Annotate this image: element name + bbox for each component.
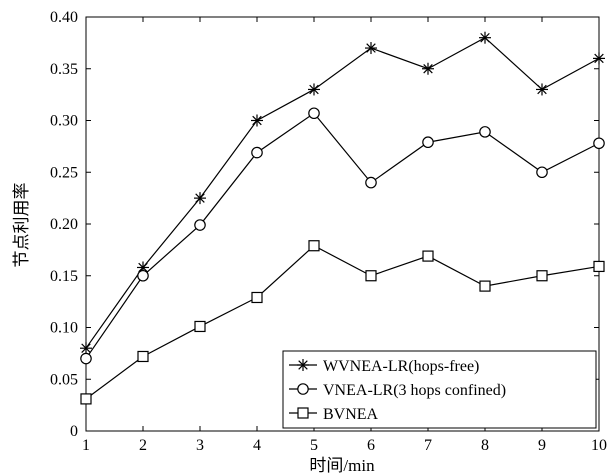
square-marker xyxy=(593,260,605,273)
square-marker xyxy=(479,280,491,292)
y-axis-label: 节点利用率 xyxy=(12,183,31,268)
square-marker xyxy=(536,270,548,282)
circle-marker xyxy=(422,136,434,149)
asterisk-marker xyxy=(593,52,605,65)
circle-marker xyxy=(308,107,320,120)
circle-marker xyxy=(479,126,491,138)
series-circle xyxy=(80,107,605,365)
circle-marker xyxy=(194,219,206,231)
x-tick-label: 2 xyxy=(139,437,147,454)
x-axis-label: 时间/min xyxy=(309,456,375,475)
y-tick-label: 0 xyxy=(70,423,78,440)
series-line xyxy=(85,245,600,400)
legend-label: VNEA-LR(3 hops confined) xyxy=(323,382,506,399)
circle-marker xyxy=(593,137,605,150)
x-tick-label: 8 xyxy=(481,437,489,454)
y-tick-label: 0.30 xyxy=(50,113,78,130)
y-tick-label: 0.20 xyxy=(50,216,78,233)
y-tick-label: 0.05 xyxy=(50,371,78,388)
circle-marker xyxy=(297,383,309,395)
circle-marker xyxy=(365,176,377,189)
square-marker xyxy=(194,320,206,333)
y-tick-label: 0.10 xyxy=(50,320,78,337)
legend-item: VNEA-LR(3 hops confined) xyxy=(289,382,506,399)
square-marker xyxy=(422,250,434,262)
series-group xyxy=(80,31,605,405)
square-marker xyxy=(251,291,263,304)
x-tick-label: 7 xyxy=(424,437,432,454)
axes-group: 0 0.05 0.10 0.15 0.20 0.25 0.30 0.35 0.40 1 2 3 4 5 6 7… xyxy=(50,9,607,454)
asterisk-marker xyxy=(194,192,206,205)
square-marker xyxy=(80,393,92,405)
asterisk-marker xyxy=(297,359,309,371)
x-tick-label: 5 xyxy=(310,437,318,454)
legend-label: BVNEA xyxy=(323,406,379,423)
asterisk-marker xyxy=(308,83,320,96)
legend-label: WVNEA-LR(hops-free) xyxy=(323,358,479,375)
asterisk-marker xyxy=(80,342,92,355)
y-tick-label: 0.15 xyxy=(50,268,78,285)
legend: WVNEA-LR(hops-free) VNEA-LR(3 hops confin… xyxy=(282,350,597,429)
legend-box xyxy=(282,350,597,429)
y-tick-label: 0.40 xyxy=(50,9,78,26)
x-tick-label: 9 xyxy=(538,437,546,454)
legend-item: WVNEA-LR(hops-free) xyxy=(289,358,479,375)
series-asterisk xyxy=(80,31,605,355)
asterisk-marker xyxy=(251,114,263,127)
square-marker xyxy=(365,270,377,282)
asterisk-marker xyxy=(536,83,548,96)
y-tick-label: 0.25 xyxy=(50,164,78,181)
legend-item: BVNEA xyxy=(289,406,379,423)
series-line xyxy=(85,36,600,349)
asterisk-marker xyxy=(365,42,377,55)
series-square xyxy=(80,240,605,405)
asterisk-marker xyxy=(479,31,491,44)
x-tick-label: 4 xyxy=(253,437,261,454)
circle-marker xyxy=(80,352,92,365)
circle-marker xyxy=(251,146,263,159)
square-marker xyxy=(137,350,149,363)
circle-marker xyxy=(137,269,149,282)
series-line xyxy=(85,112,600,359)
circle-marker xyxy=(536,166,548,179)
square-marker xyxy=(297,407,309,419)
asterisk-marker xyxy=(422,62,434,75)
x-tick-label: 6 xyxy=(367,437,375,454)
y-tick-label: 0.35 xyxy=(50,61,78,78)
x-tick-label: 1 xyxy=(82,437,90,454)
x-tick-label: 10 xyxy=(591,437,607,454)
square-marker xyxy=(308,240,320,252)
x-tick-label: 3 xyxy=(196,437,204,454)
